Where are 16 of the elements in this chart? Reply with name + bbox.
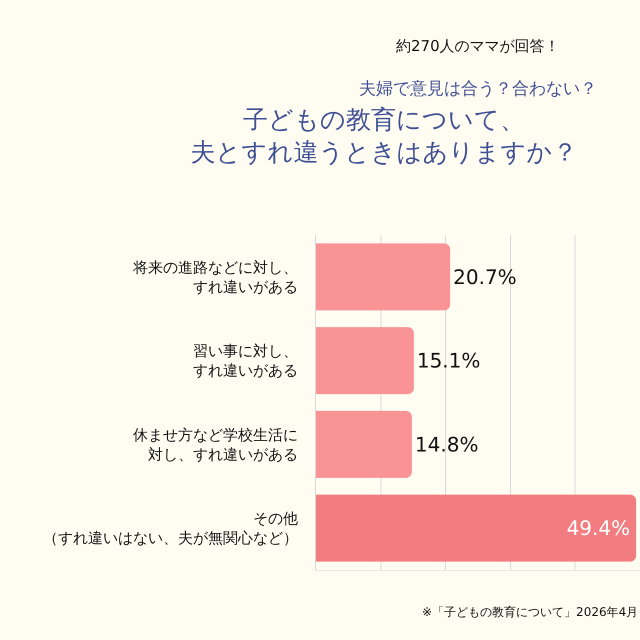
bar	[316, 327, 414, 394]
bar	[316, 243, 450, 310]
y-tick-label: 習い事に対し、すれ違いがある	[193, 342, 298, 380]
bar	[316, 494, 636, 562]
data-label: 20.7%	[453, 264, 517, 289]
text: ※「子どもの教育について」2026年4月	[422, 605, 638, 619]
bar	[316, 410, 412, 478]
data-label: 14.8%	[414, 432, 478, 456]
y-tick-label: 将来の進路などに対し、すれ違いがある	[132, 258, 298, 296]
y-tick-label: 休ませ方など学校生活に対し、すれ違いがある	[133, 426, 298, 464]
y-tick-label: その他（すれ違いはない、夫が無関心など）	[43, 510, 298, 548]
chart-title: 子どもの教育について、夫とすれ違うときはありますか？	[190, 105, 578, 166]
text: 約270人のママが回答！	[396, 37, 560, 55]
data-label: 49.4%	[566, 516, 630, 540]
chart-subtitle: 夫婦で意見は合う？合わない？	[359, 79, 597, 99]
data-label: 15.1%	[416, 348, 480, 373]
